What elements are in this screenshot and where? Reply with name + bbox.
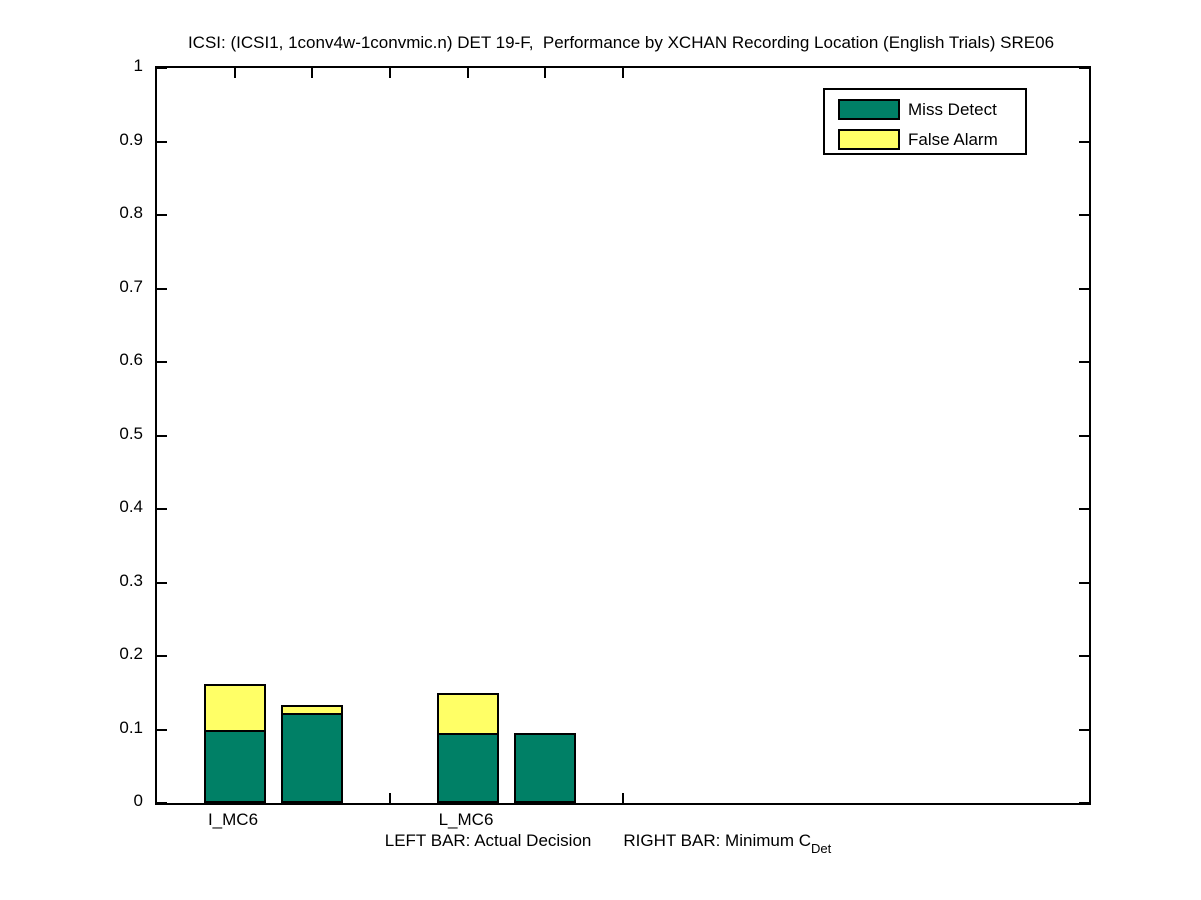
y-tick xyxy=(157,802,167,804)
x-axis-caption: LEFT BAR: Actual Decision RIGHT BAR: Mini… xyxy=(384,831,832,856)
y-tick xyxy=(157,214,167,216)
y-tick-label: 0.2 xyxy=(119,644,143,663)
y-tick-label: 0.1 xyxy=(119,718,143,737)
x-axis-caption-left: LEFT BAR: Actual Decision xyxy=(384,831,592,850)
legend-label-false-alarm: False Alarm xyxy=(908,129,998,149)
x-tick-label: I_MC6 xyxy=(207,810,259,829)
bar-false-alarm-segment xyxy=(281,705,343,715)
y-tick xyxy=(157,508,167,510)
bar-miss-detect-segment xyxy=(437,733,499,803)
y-tick xyxy=(157,141,167,143)
y-tick xyxy=(157,655,167,657)
legend-row-miss-detect: Miss Detect xyxy=(838,99,997,120)
x-tick xyxy=(234,68,236,78)
legend: Miss Detect False Alarm xyxy=(823,88,1027,155)
x-tick xyxy=(311,68,313,78)
y-tick-label: 0.3 xyxy=(119,571,143,590)
y-tick xyxy=(1079,361,1089,363)
y-tick-label: 0.7 xyxy=(119,277,143,296)
x-tick-label: L_MC6 xyxy=(438,810,494,829)
y-tick xyxy=(1079,655,1089,657)
bar-miss-detect-segment xyxy=(281,713,343,803)
x-axis-caption-right: RIGHT BAR: Minimum C xyxy=(623,831,812,850)
x-tick xyxy=(467,68,469,78)
y-tick xyxy=(1079,729,1089,731)
y-tick xyxy=(1079,288,1089,290)
y-tick xyxy=(157,582,167,584)
y-tick-label: 0.8 xyxy=(119,203,143,222)
x-tick xyxy=(544,68,546,78)
y-tick-label: 0.5 xyxy=(119,424,143,443)
y-tick-label: 1 xyxy=(133,56,143,75)
y-tick xyxy=(1079,508,1089,510)
legend-swatch-false-alarm xyxy=(838,129,900,150)
y-tick xyxy=(1079,435,1089,437)
x-tick xyxy=(622,793,624,803)
y-tick xyxy=(1079,802,1089,804)
y-tick xyxy=(1079,141,1089,143)
y-tick xyxy=(1079,67,1089,69)
x-tick xyxy=(389,793,391,803)
bar-miss-detect-segment xyxy=(204,730,266,803)
x-tick xyxy=(622,68,624,78)
chart-title: ICSI: (ICSI1, 1conv4w-1convmic.n) DET 19… xyxy=(187,33,1055,52)
y-tick-label: 0.6 xyxy=(119,350,143,369)
bar-miss-detect-segment xyxy=(514,733,576,803)
legend-row-false-alarm: False Alarm xyxy=(838,129,998,150)
y-tick-label: 0.9 xyxy=(119,130,143,149)
x-tick xyxy=(389,68,391,78)
y-tick xyxy=(157,67,167,69)
plot-area xyxy=(155,66,1091,805)
y-tick xyxy=(1079,582,1089,584)
bar-false-alarm-segment xyxy=(437,693,499,735)
y-tick-label: 0 xyxy=(133,791,143,810)
legend-swatch-miss-detect xyxy=(838,99,900,120)
y-tick xyxy=(157,361,167,363)
x-axis-caption-subscript: Det xyxy=(811,841,832,856)
y-tick xyxy=(157,288,167,290)
y-tick xyxy=(1079,214,1089,216)
y-tick xyxy=(157,729,167,731)
y-tick xyxy=(157,435,167,437)
legend-label-miss-detect: Miss Detect xyxy=(908,99,997,119)
bar-false-alarm-segment xyxy=(204,684,266,732)
y-tick-label: 0.4 xyxy=(119,497,143,516)
